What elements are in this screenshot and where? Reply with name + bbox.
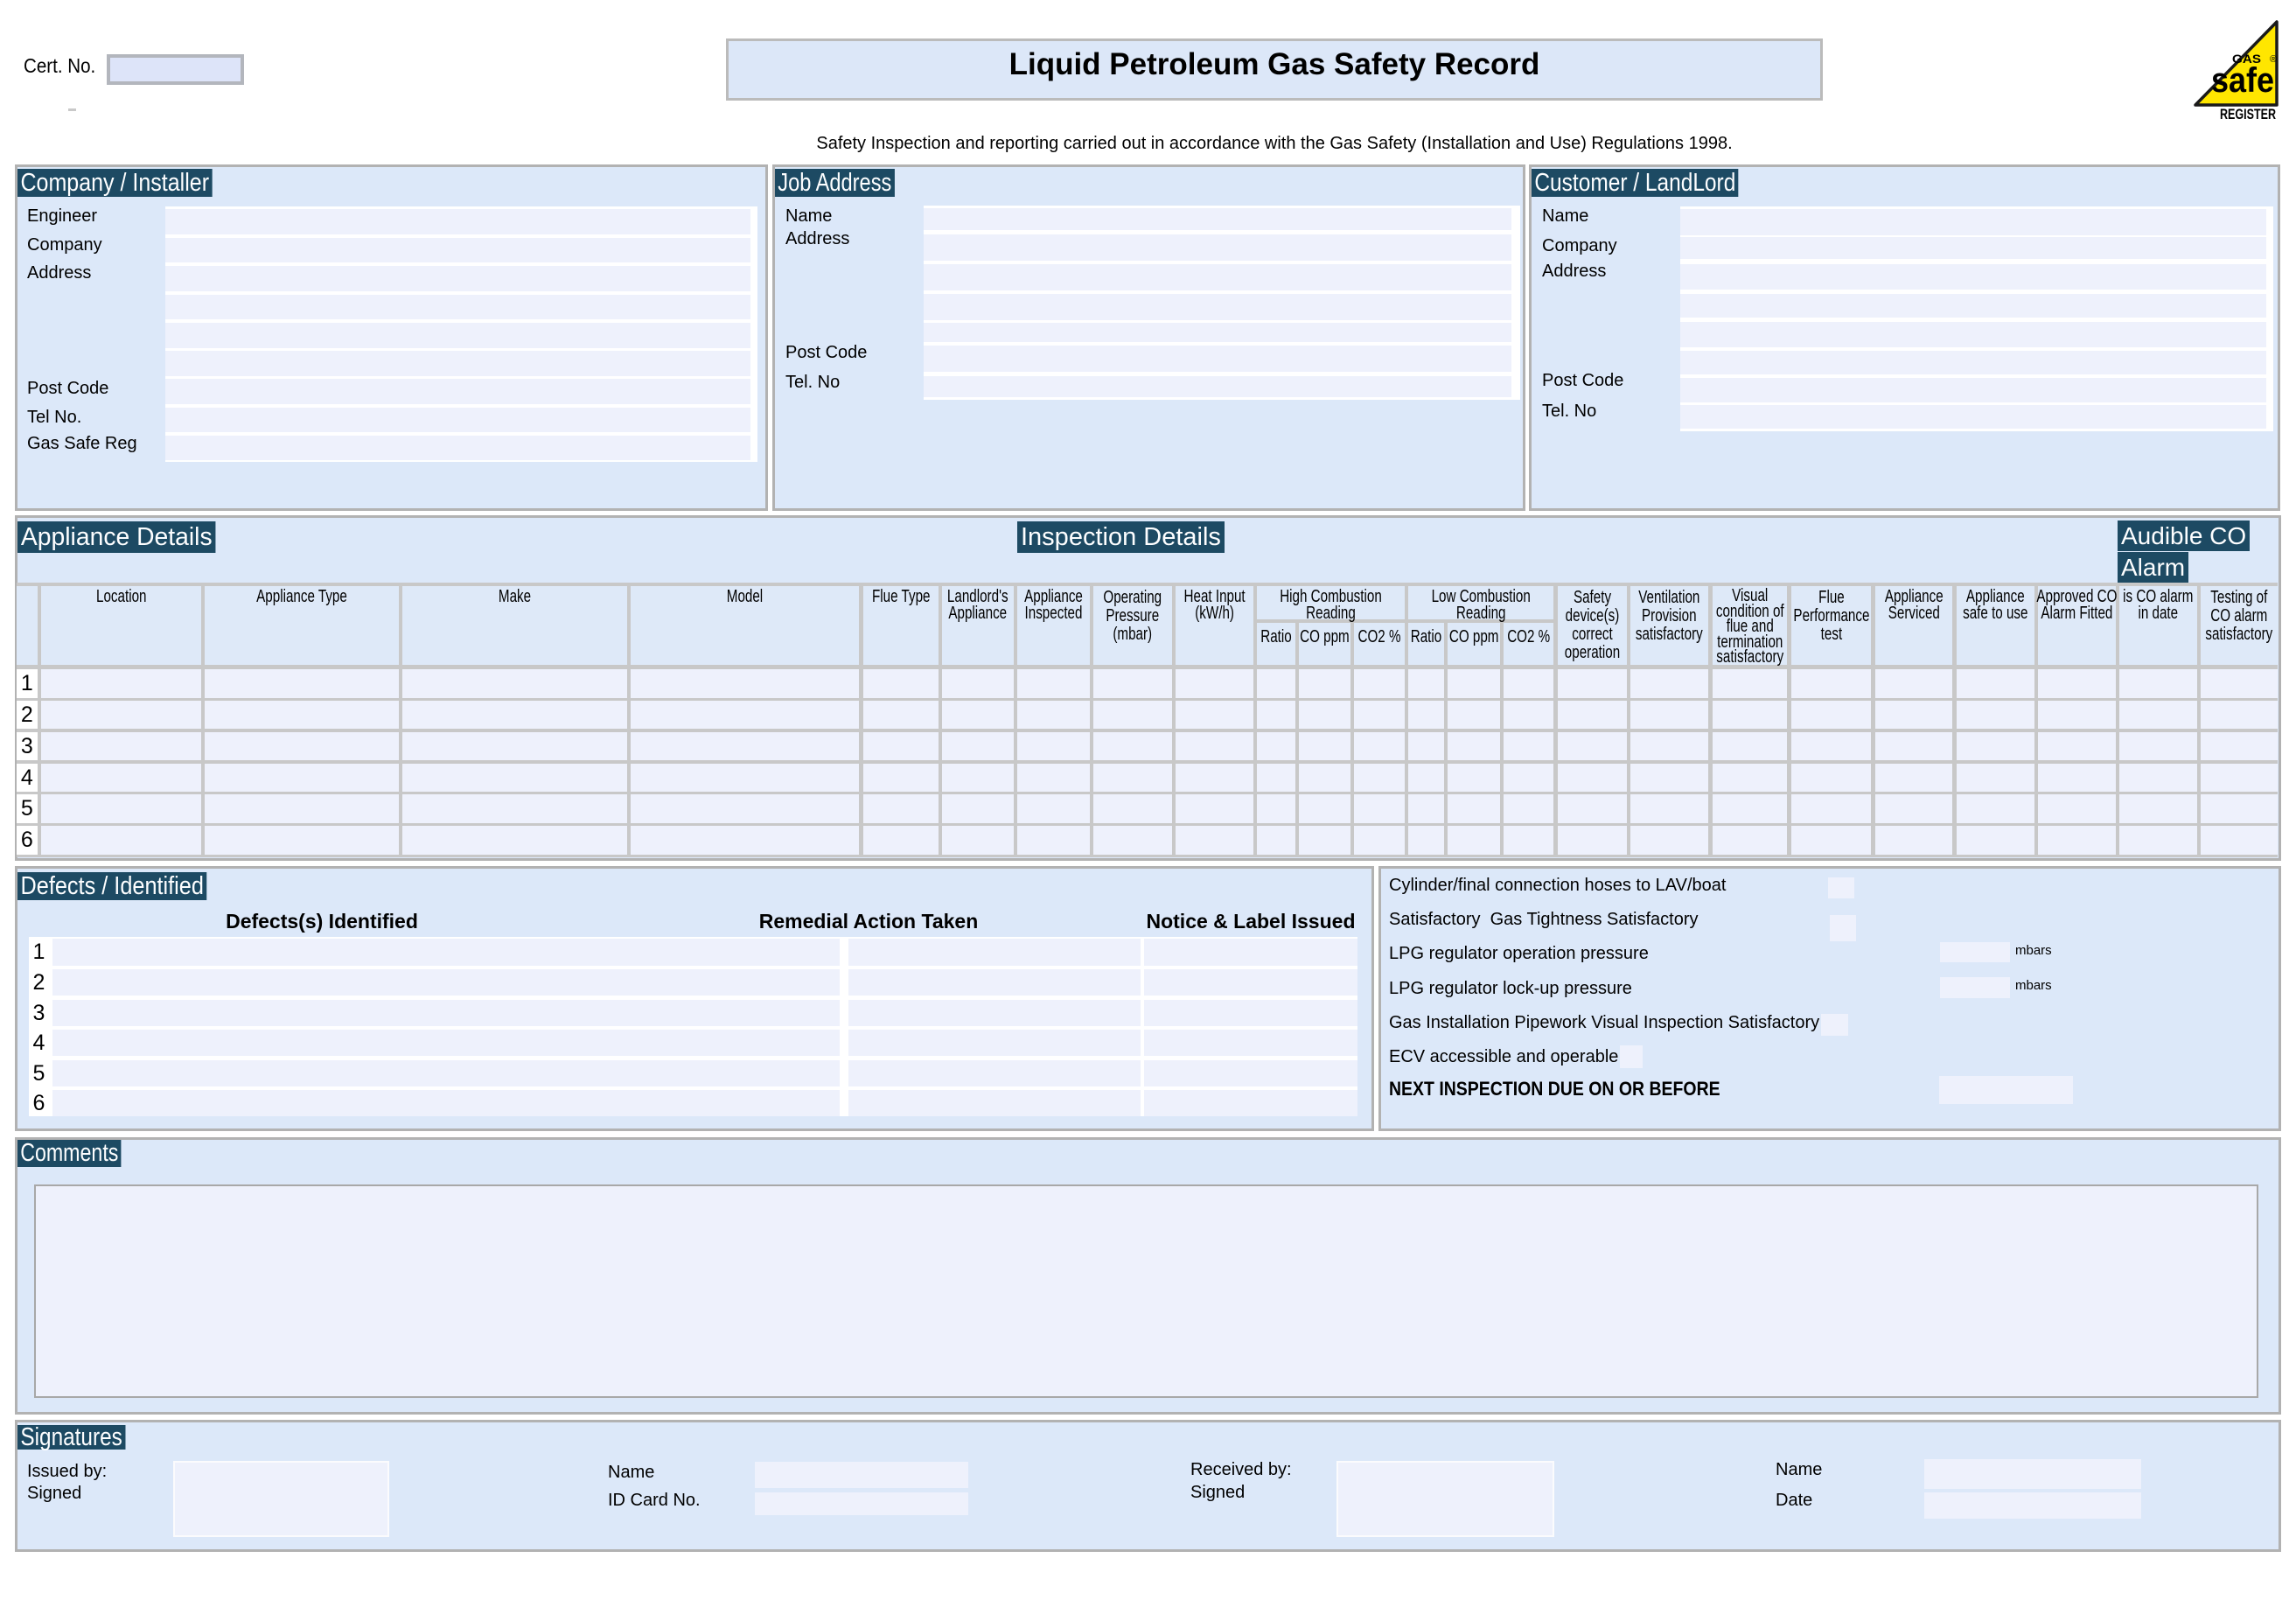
svg-text:GAS: GAS (2232, 52, 2261, 66)
svg-text:REGISTER: REGISTER (2220, 106, 2276, 122)
svg-text:safe: safe (2211, 61, 2274, 100)
svg-text:®: ® (2270, 54, 2277, 65)
